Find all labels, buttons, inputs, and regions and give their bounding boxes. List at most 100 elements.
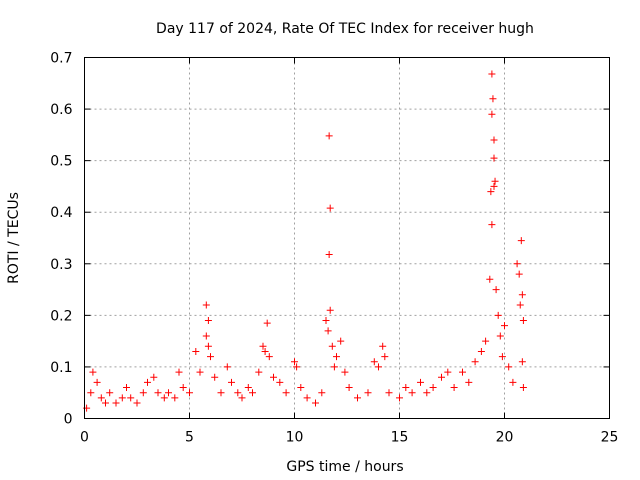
data-point [364,389,372,397]
data-point [234,389,242,397]
data-point [127,394,135,402]
data-point [396,394,403,402]
data-point [519,317,527,325]
data-point [165,389,172,397]
x-tick-label: 0 [80,430,89,446]
data-point [488,110,496,118]
data-point [385,389,393,397]
data-point [330,363,338,371]
data-point [509,378,517,386]
data-point [337,337,345,345]
x-axis-label: GPS time / hours [286,459,403,475]
data-point [118,394,126,402]
data-point [211,373,219,381]
data-point [263,319,271,327]
data-point [186,389,193,397]
data-point [471,358,479,366]
data-point [192,347,200,355]
data-point [291,358,298,366]
data-point [345,384,353,392]
data-point [325,251,333,259]
data-point [486,275,494,283]
data-point [326,204,334,212]
data-point [496,332,504,340]
data-point [97,394,105,402]
data-point [160,394,168,402]
y-tick-label: 0.1 [50,360,72,376]
data-point [505,363,513,371]
data-point [489,95,497,103]
data-point [325,132,333,140]
data-point [312,399,319,407]
data-point [490,154,498,162]
data-point [196,368,204,376]
data-point [244,384,252,392]
data-point [204,342,212,350]
data-point [171,394,179,402]
x-axis: 0 5 10 15 20 25 [80,57,618,446]
grid-lines [84,57,610,419]
data-point [175,368,183,376]
data-point [259,342,267,350]
data-point [341,368,349,376]
data-point [450,384,458,392]
data-point [501,322,508,330]
data-point [326,306,334,314]
data-point [513,260,521,268]
data-point [519,384,527,392]
data-point [487,188,495,196]
data-point [370,358,378,366]
data-point [381,353,389,361]
data-point [282,389,290,397]
data-point [144,378,151,386]
data-point [265,353,273,361]
data-point [517,237,525,245]
data-point [333,353,340,361]
data-point [204,317,212,325]
y-tick-label: 0.6 [50,102,72,118]
data-point [518,358,526,366]
data-point [102,399,109,407]
data-point [429,384,437,392]
data-point [303,394,311,402]
data-point [375,363,382,371]
data-point [488,221,496,229]
data-point [354,394,361,402]
data-point [89,368,97,376]
plot-frame [84,57,610,419]
data-point [207,353,214,361]
data-point [238,394,246,402]
data-point [150,373,158,381]
data-point [297,384,305,392]
y-axis: 0 0.1 0.2 0.3 0.4 0.5 0.6 0.7 [50,51,610,428]
data-point [490,136,498,144]
y-axis-label: ROTI / TECUs [6,192,22,284]
y-tick-label: 0.3 [50,257,72,273]
data-point [408,389,416,397]
data-points [83,70,527,412]
data-point [518,291,526,299]
data-point [249,389,256,397]
data-point [202,332,210,340]
data-point [228,378,235,386]
data-point [133,399,141,407]
data-point [477,347,485,355]
data-point [217,389,225,397]
data-point [139,389,147,397]
y-tick-label: 0 [64,412,73,428]
data-point [379,342,387,350]
data-point [402,384,410,392]
data-point [488,70,496,78]
x-tick-label: 5 [185,430,194,446]
data-point [270,373,277,381]
data-point [482,337,490,345]
data-point [324,327,332,335]
data-point [276,378,284,386]
data-point [492,286,500,294]
data-point [465,378,473,386]
data-point [515,270,523,278]
data-point [87,389,95,397]
data-point [498,353,506,361]
data-point [438,373,445,381]
